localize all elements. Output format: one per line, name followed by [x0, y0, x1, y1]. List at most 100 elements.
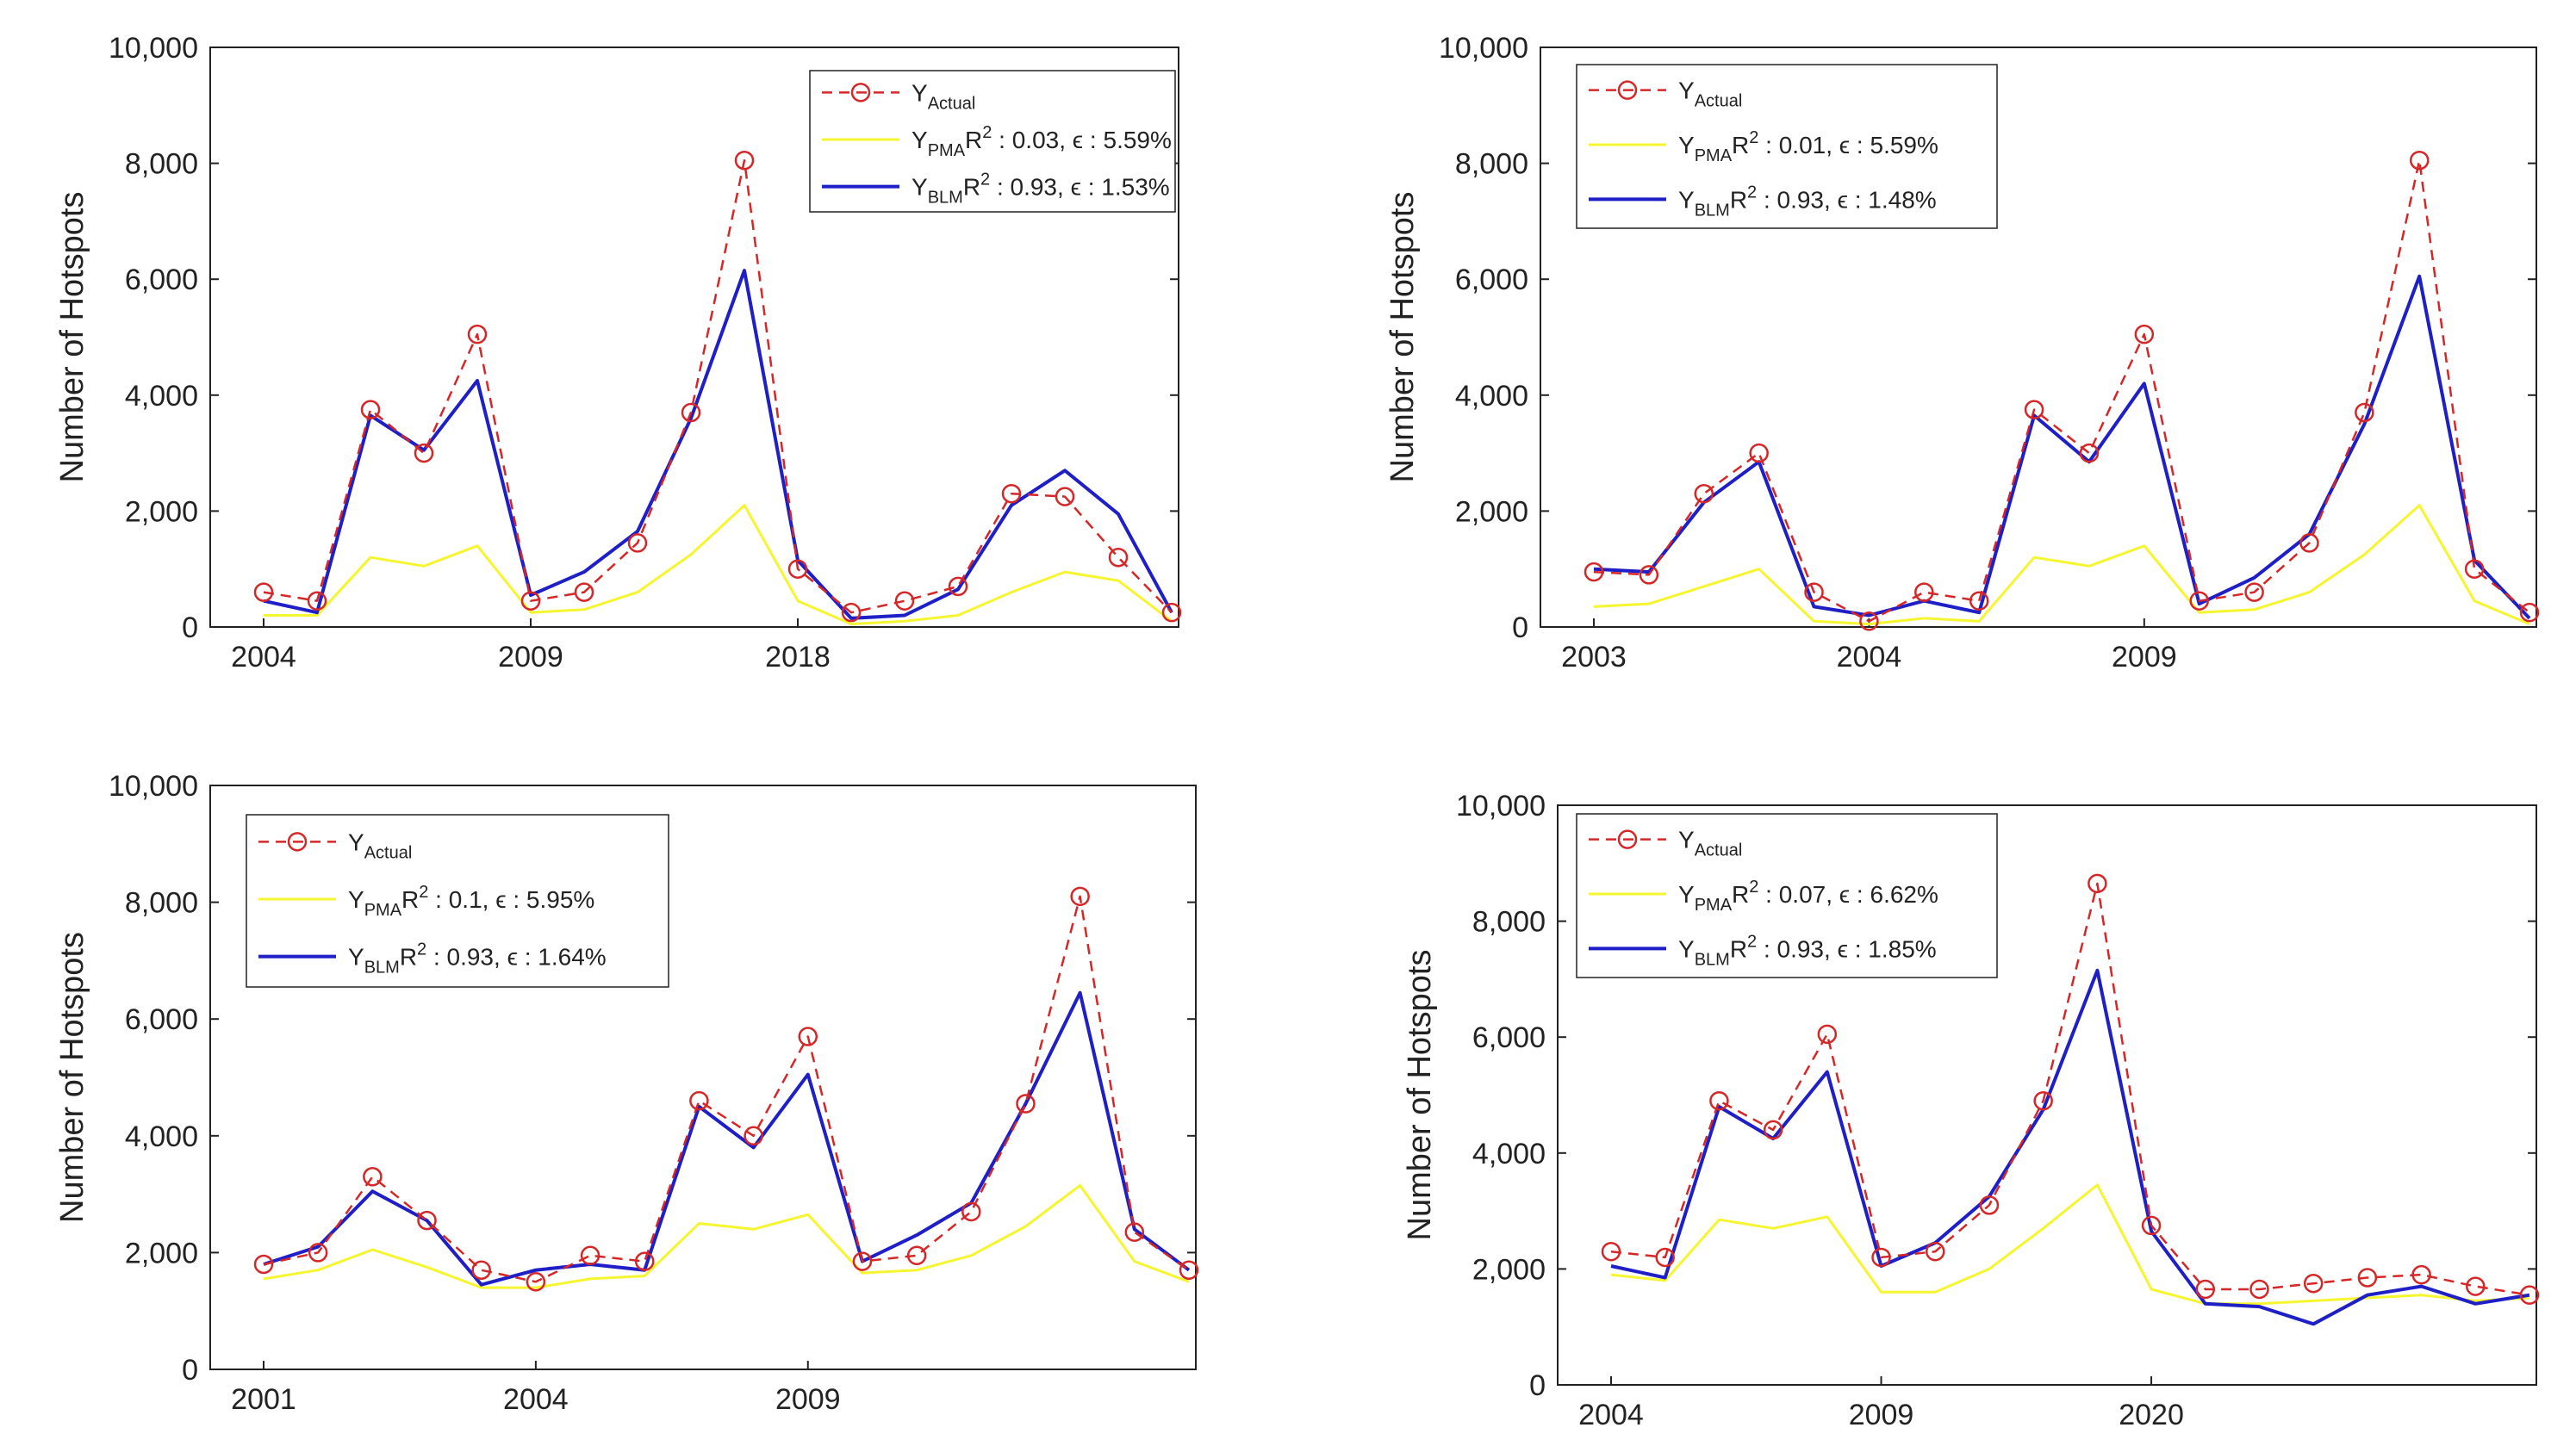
- data-point-actual: [2411, 1264, 2431, 1285]
- chart-panel-4: 0 2,000 4,000 6,000 8,000 10,000 2004 2009 2020 N…: [1402, 790, 2540, 1431]
- y-tick-label: 4,000: [1472, 1138, 1546, 1170]
- y-tick-label: 2,000: [1472, 1253, 1546, 1286]
- y-tick-label: 10,000: [109, 32, 198, 65]
- data-point-actual: [2195, 1279, 2216, 1300]
- legend-label-blm: YBLMR2 : 0.93, ϵ : 1.48%: [1678, 183, 1937, 220]
- y-tick-label: 8,000: [125, 887, 198, 920]
- data-point-actual: [681, 402, 701, 423]
- data-point-actual: [906, 1245, 927, 1266]
- data-point-actual: [2134, 324, 2155, 344]
- data-point-actual: [1969, 591, 1989, 611]
- data-point-actual: [1584, 562, 1604, 582]
- y-axis-label: Number of Hotspots: [54, 932, 90, 1223]
- data-point-actual: [627, 533, 648, 553]
- chart-panel-3: 0 2,000 4,000 6,000 8,000 10,000 2001 2004 2009 N…: [54, 770, 1199, 1416]
- data-point-actual: [2355, 402, 2374, 423]
- x-tick-label: 2009: [498, 641, 563, 673]
- x-tick-label: 2003: [1561, 641, 1627, 673]
- y-tick-label: 6,000: [125, 1003, 198, 1036]
- data-point-actual: [1694, 483, 1714, 504]
- data-point-actual: [1124, 1222, 1145, 1242]
- x-tick-label: 2020: [2119, 1399, 2184, 1431]
- data-point-actual: [308, 1243, 328, 1263]
- x-tick-label: 2004: [503, 1383, 569, 1416]
- data-point-actual: [1601, 1241, 1621, 1262]
- data-point-actual: [1179, 1260, 1199, 1280]
- data-point-actual: [363, 1167, 383, 1187]
- legend: YActual YPMAR2 : 0.01, ϵ : 5.59% YBLMR2 : …: [1576, 64, 1998, 229]
- legend-label-actual: YActual: [1678, 78, 1742, 111]
- data-point-actual: [253, 582, 274, 602]
- data-point-actual: [467, 324, 488, 344]
- y-tick-label: 6,000: [125, 264, 198, 296]
- legend-label-pma: YPMAR2 : 0.07, ϵ : 6.62%: [1678, 878, 1938, 915]
- data-point-actual: [1655, 1247, 1675, 1268]
- series-line-actual: [263, 158, 1173, 614]
- data-point-actual: [471, 1260, 491, 1280]
- plot-area-frame: [209, 47, 1179, 628]
- data-point-actual: [417, 1210, 437, 1231]
- data-point-actual: [2466, 1276, 2486, 1296]
- series-line-pma: [264, 504, 1173, 626]
- data-point-actual: [1001, 483, 1022, 504]
- y-tick-label: 2,000: [1455, 495, 1528, 528]
- y-tick-label: 10,000: [1456, 790, 1546, 822]
- legend-label-blm: YBLMR2 : 0.93, ϵ : 1.85%: [1678, 932, 1937, 969]
- data-point-actual: [1016, 1094, 1036, 1114]
- x-tick-label: 2004: [1578, 1399, 1644, 1431]
- legend-label-actual: YActual: [348, 829, 412, 862]
- data-point-actual: [2299, 533, 2319, 553]
- data-point-actual: [787, 559, 808, 579]
- data-point-actual: [2189, 591, 2209, 611]
- data-point-actual: [307, 591, 327, 611]
- data-point-actual: [894, 591, 915, 611]
- y-tick-label: 2,000: [125, 1237, 198, 1269]
- data-point-actual: [1804, 582, 1824, 602]
- y-tick-label: 4,000: [1455, 380, 1528, 413]
- data-point-actual: [2079, 443, 2100, 463]
- data-point-actual: [948, 576, 968, 597]
- plot-area-frame: [209, 785, 1197, 1370]
- data-point-actual: [1749, 443, 1769, 463]
- legend-label-blm: YBLMR2 : 0.93, ϵ : 1.53%: [912, 171, 1170, 208]
- y-axis-label: Number of Hotspots: [1384, 192, 1421, 483]
- data-point-actual: [2409, 150, 2430, 171]
- data-point-actual: [526, 1272, 546, 1292]
- y-tick-label: 4,000: [125, 380, 198, 413]
- legend-marker-actual: [1617, 829, 1638, 849]
- data-point-actual: [1871, 1247, 1891, 1268]
- data-point-actual: [961, 1201, 981, 1222]
- y-tick-label: 0: [182, 611, 198, 644]
- series-line-pma: [263, 1183, 1190, 1289]
- x-tick-label: 2009: [775, 1383, 841, 1416]
- y-tick-label: 4,000: [125, 1120, 198, 1153]
- data-point-actual: [2464, 559, 2485, 579]
- x-tick-label: 2018: [765, 641, 831, 673]
- data-point-actual: [1914, 582, 1934, 602]
- legend-label-blm: YBLMR2 : 0.93, ϵ : 1.64%: [348, 940, 607, 978]
- series-line-pma: [1610, 1183, 2530, 1306]
- series-line-actual: [263, 895, 1190, 1283]
- legend-label-pma: YPMAR2 : 0.03, ϵ : 5.59%: [912, 123, 1172, 160]
- y-tick-label: 10,000: [109, 770, 198, 803]
- x-tick-label: 2004: [231, 641, 296, 673]
- y-tick-label: 8,000: [125, 148, 198, 181]
- y-tick-label: 2,000: [125, 495, 198, 528]
- data-point-actual: [414, 443, 434, 463]
- series-line-actual: [1593, 158, 2530, 623]
- data-point-actual: [2033, 1090, 2053, 1111]
- legend-label-actual: YActual: [912, 79, 975, 113]
- data-point-actual: [580, 1245, 600, 1266]
- data-point-actual: [852, 1251, 873, 1271]
- data-point-actual: [734, 150, 755, 171]
- data-point-actual: [2357, 1268, 2378, 1288]
- data-point-actual: [2303, 1273, 2324, 1294]
- series-line-blm: [1610, 968, 2530, 1326]
- y-tick-label: 6,000: [1455, 264, 1528, 296]
- data-point-actual: [1070, 886, 1090, 907]
- x-tick-label: 2009: [1849, 1399, 1914, 1431]
- legend-marker-actual: [850, 83, 871, 102]
- y-axis-label: Number of Hotspots: [1402, 950, 1438, 1241]
- y-tick-label: 8,000: [1455, 148, 1528, 181]
- data-point-actual: [574, 582, 594, 602]
